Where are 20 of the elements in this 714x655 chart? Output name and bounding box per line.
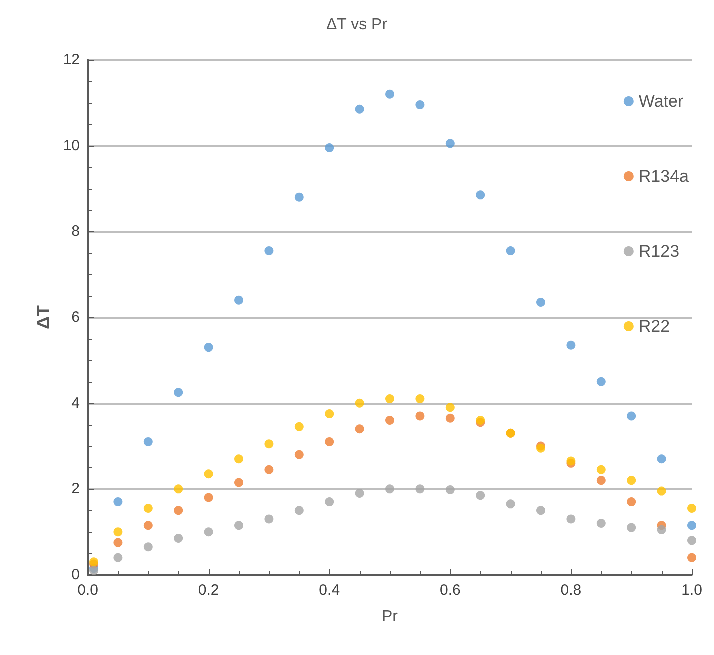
- y-tick-label: 4: [72, 394, 80, 412]
- legend-label: R22: [638, 317, 670, 336]
- x-axis-title: Pr: [382, 608, 399, 626]
- x-tick-label: 0.0: [78, 582, 98, 599]
- y-tick-label: 12: [63, 52, 80, 68]
- legend-label: R123: [638, 242, 680, 261]
- y-tick-label: 10: [63, 137, 80, 154]
- chart-title: ΔT vs Pr: [326, 16, 388, 34]
- x-tick-label: 0.4: [319, 582, 340, 599]
- y-tick-label: 8: [72, 223, 80, 240]
- y-tick-label: 6: [72, 309, 80, 326]
- x-tick-label: 0.6: [440, 582, 461, 599]
- x-tick-label: 0.2: [198, 582, 220, 599]
- y-tick-label: 2: [72, 480, 80, 498]
- legend-label: Water: [638, 92, 684, 111]
- x-tick-label: 1.0: [682, 582, 702, 599]
- x-tick-label: 0.8: [560, 582, 582, 599]
- y-tick-label: 0: [72, 566, 80, 584]
- y-axis-title: ΔT: [33, 306, 54, 330]
- legend-label: R134a: [638, 167, 690, 186]
